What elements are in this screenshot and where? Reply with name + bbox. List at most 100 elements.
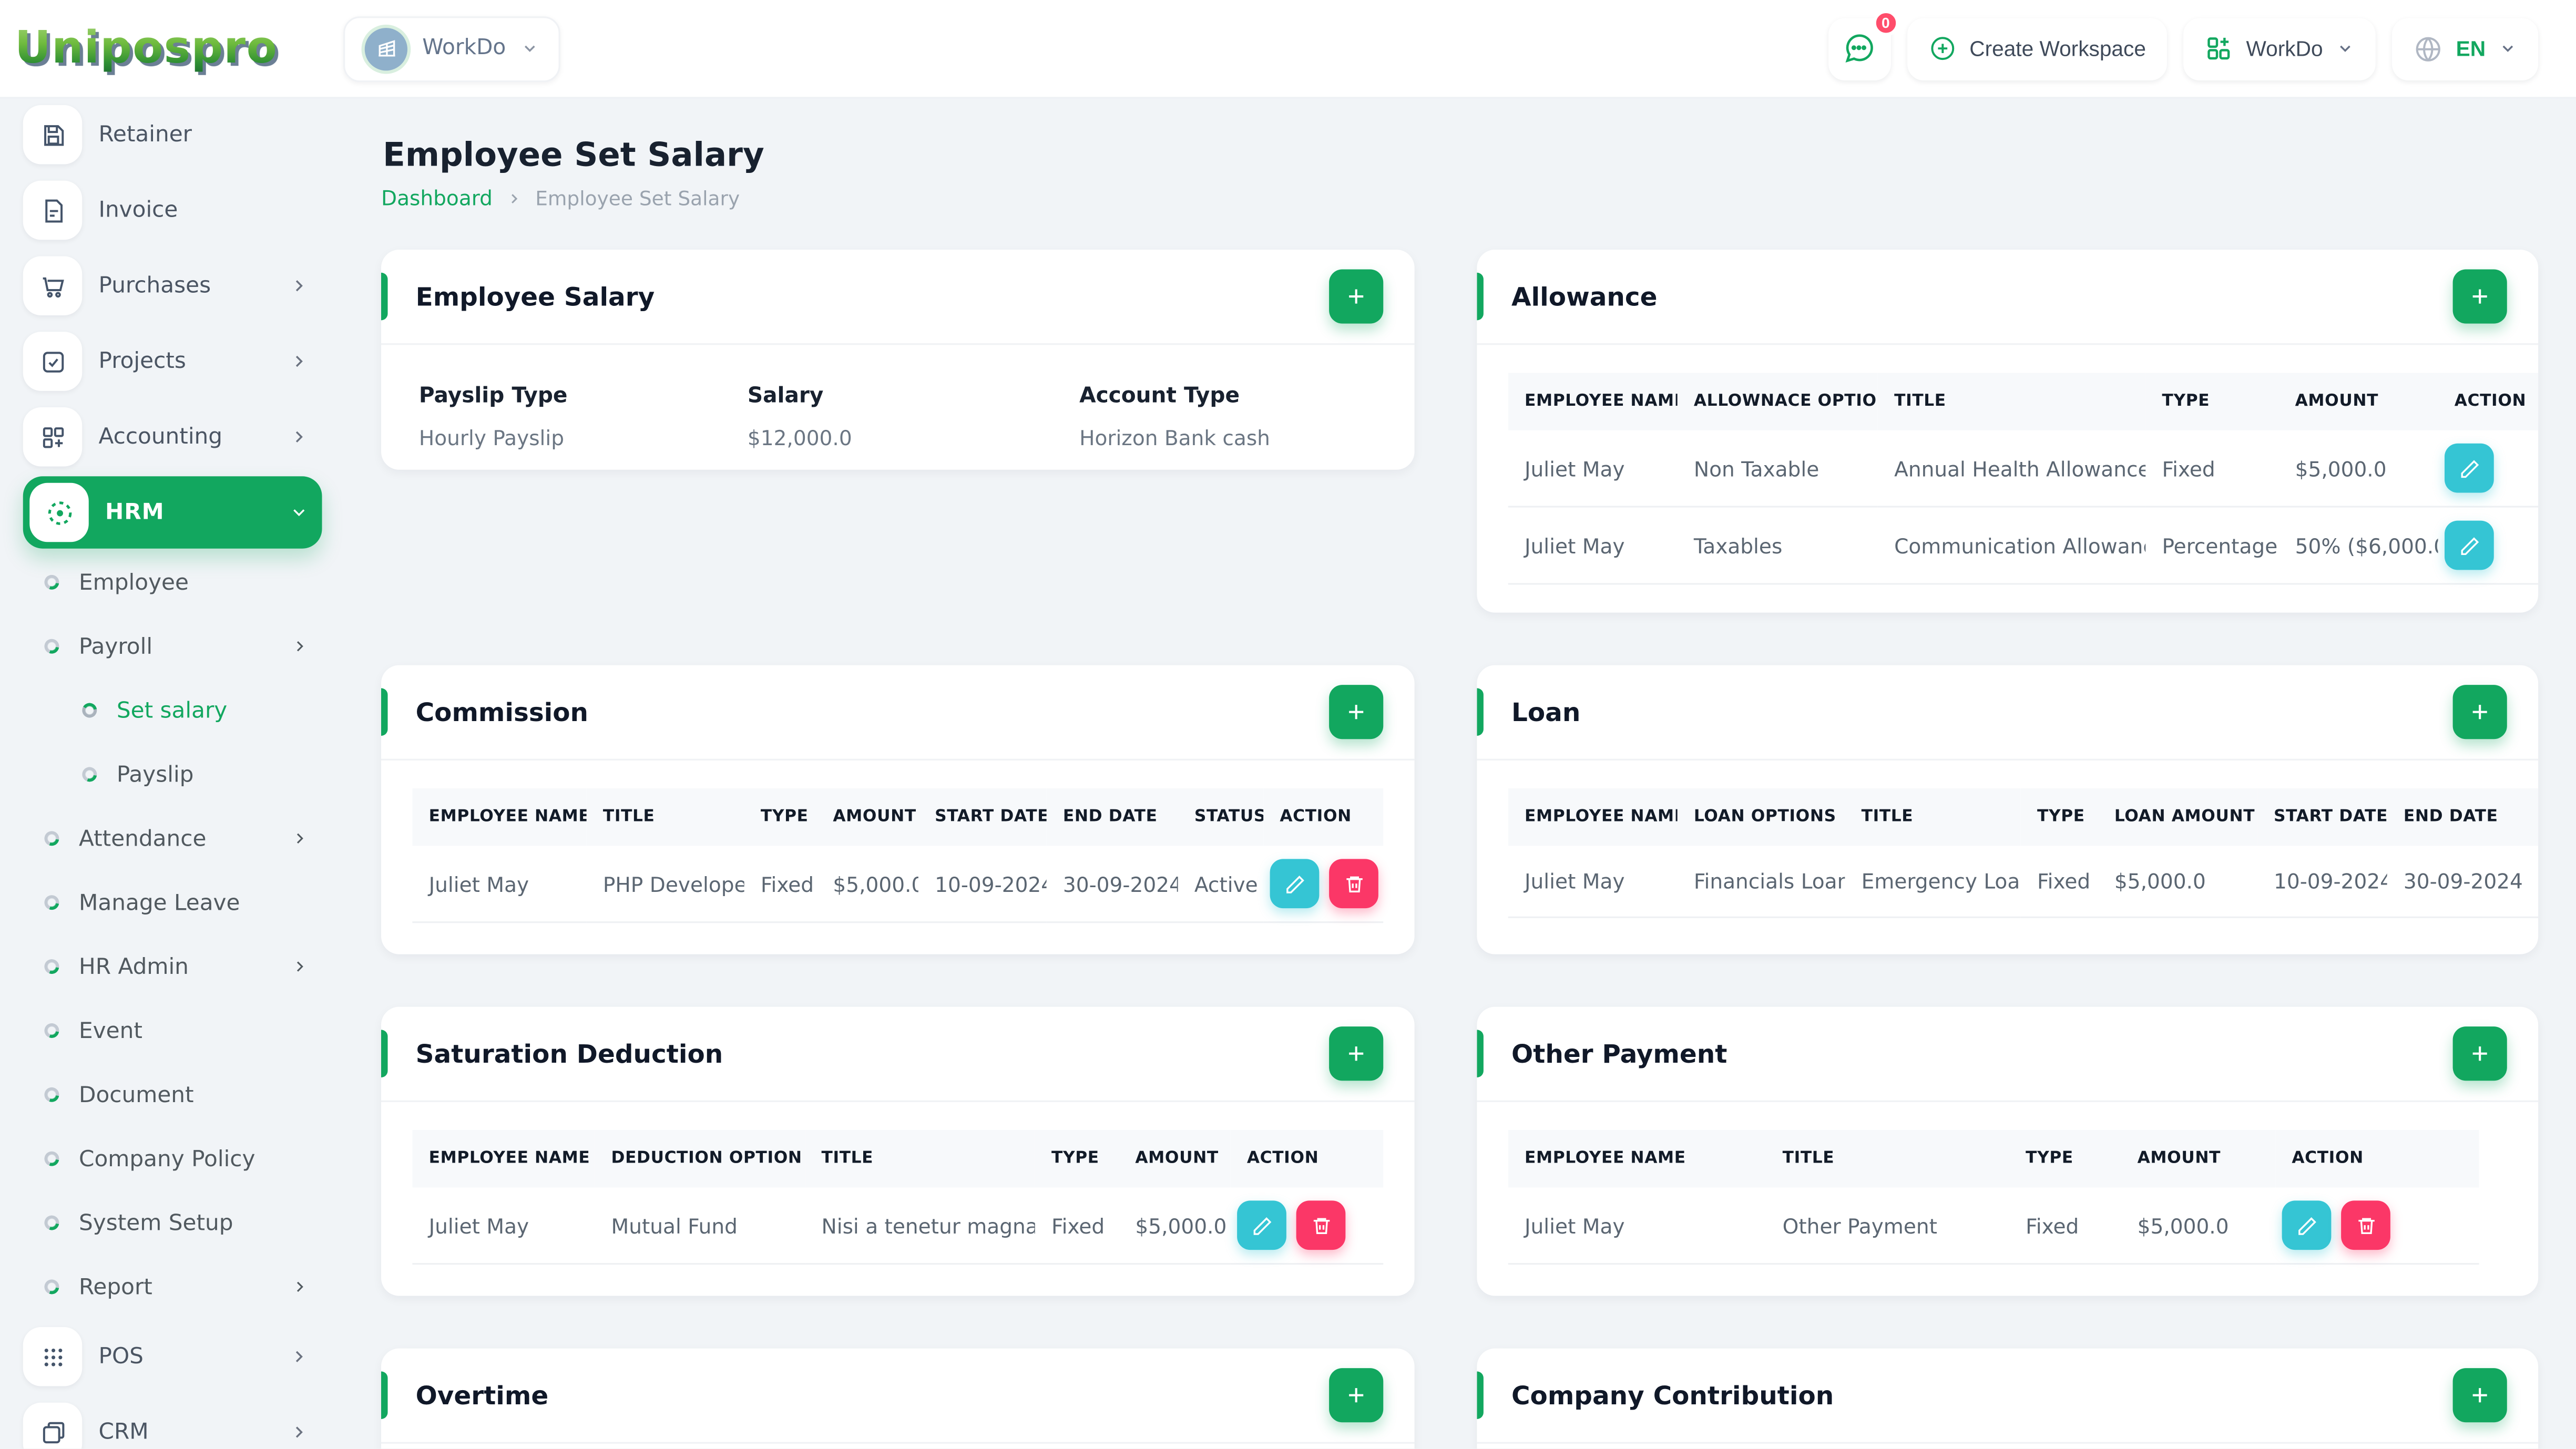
top-bar: Unipospro WorkDo 0 xyxy=(0,0,2576,99)
sidebar-item-set-salary[interactable]: Set salary xyxy=(23,679,322,743)
grid-plus-icon xyxy=(23,407,83,467)
bullet-ring-icon xyxy=(43,1278,60,1296)
sidebar-item-crm[interactable]: CRM xyxy=(23,1394,322,1449)
delete-button[interactable] xyxy=(1296,1200,1346,1250)
column-header: Employee Name xyxy=(412,1130,595,1188)
sidebar-item-system-setup[interactable]: System Setup xyxy=(23,1191,322,1255)
workspace-selector[interactable]: WorkDo xyxy=(343,15,560,81)
sidebar-item-employee[interactable]: Employee xyxy=(23,550,322,614)
sidebar-item-report[interactable]: Report xyxy=(23,1255,322,1319)
pencil-icon xyxy=(1251,1215,1273,1236)
edit-button[interactable] xyxy=(2445,443,2494,493)
bullet-ring-icon xyxy=(81,766,98,783)
plus-icon xyxy=(1345,701,1367,723)
column-header: Status xyxy=(1178,788,1264,846)
edit-button[interactable] xyxy=(2282,1200,2332,1250)
sidebar-item-label: Retainer xyxy=(98,121,192,148)
add-employee-salary-button[interactable] xyxy=(1329,269,1384,324)
sidebar-item-attendance[interactable]: Attendance xyxy=(23,806,322,870)
column-header: Type xyxy=(2145,373,2279,430)
cell-type: Fixed xyxy=(2020,846,2098,918)
card-title: Allowance xyxy=(1511,281,1658,312)
loan-table: Employee Name Loan Options Title Type Lo… xyxy=(1508,788,2539,918)
sidebar-item-document[interactable]: Document xyxy=(23,1063,322,1127)
cell-title: Other Payment xyxy=(1766,1187,2009,1265)
breadcrumb-current: Employee Set Salary xyxy=(535,186,740,210)
chevron-right-icon xyxy=(506,190,522,206)
card-header: Company Contribution xyxy=(1477,1349,2539,1444)
sidebar-item-purchases[interactable]: Purchases xyxy=(23,248,322,324)
sidebar-item-invoice[interactable]: Invoice xyxy=(23,172,322,248)
card-title: Commission xyxy=(415,697,589,727)
edit-button[interactable] xyxy=(2445,520,2494,570)
sidebar-item-label: POS xyxy=(98,1343,144,1370)
sidebar-item-pos[interactable]: POS xyxy=(23,1319,322,1394)
pencil-icon xyxy=(2296,1215,2317,1236)
card-title: Saturation Deduction xyxy=(415,1039,723,1068)
edit-button[interactable] xyxy=(1270,859,1320,909)
brand-logo: Unipospro xyxy=(15,23,278,74)
bullet-ring-icon xyxy=(43,1214,60,1231)
create-workspace-label: Create Workspace xyxy=(1969,36,2146,61)
add-saturation-deduction-button[interactable] xyxy=(1329,1026,1384,1081)
sidebar-item-hrm[interactable]: HRM xyxy=(23,476,322,549)
cell-type: Fixed xyxy=(1035,1187,1119,1265)
table-header-row: Employee Name Title Type Amount Action xyxy=(1508,1130,2479,1188)
column-header: Title xyxy=(1877,373,2146,430)
add-loan-button[interactable] xyxy=(2452,685,2507,739)
saturation-deduction-card: Saturation Deduction Employee Name Deduc… xyxy=(381,1006,1415,1296)
field-value: Hourly Payslip xyxy=(418,425,565,450)
column-header: Employee Name xyxy=(1508,788,1678,846)
sidebar-item-event[interactable]: Event xyxy=(23,999,322,1063)
delete-button[interactable] xyxy=(2341,1200,2390,1250)
column-header: Amount xyxy=(2121,1130,2276,1188)
breadcrumb-dashboard-link[interactable]: Dashboard xyxy=(381,186,493,210)
add-commission-button[interactable] xyxy=(1329,685,1384,739)
bullet-ring-icon xyxy=(43,573,60,591)
workdo-menu-button[interactable]: WorkDo xyxy=(2183,17,2376,80)
table-row: Juliet May Other Payment Fixed $5,000.0 xyxy=(1508,1187,2479,1265)
sidebar-item-manage-leave[interactable]: Manage Leave xyxy=(23,870,322,934)
card-header: Commission xyxy=(381,665,1415,761)
sidebar-item-accounting[interactable]: Accounting xyxy=(23,399,322,475)
chat-icon xyxy=(1842,31,1877,66)
globe-icon xyxy=(2413,34,2442,63)
cell-loan-option: Financials Loan xyxy=(1677,846,1845,918)
add-company-contribution-button[interactable] xyxy=(2452,1368,2507,1423)
cell-deduction-option: Mutual Fund xyxy=(595,1187,805,1265)
sidebar-item-payroll[interactable]: Payroll xyxy=(23,614,322,679)
sidebar-item-projects[interactable]: Projects xyxy=(23,324,322,399)
cell-title: PHP Developer xyxy=(586,846,744,923)
edit-button[interactable] xyxy=(1237,1200,1286,1250)
card-accent-bar xyxy=(381,688,388,736)
check-square-icon xyxy=(23,332,83,391)
cell-employee-name: Juliet May xyxy=(412,1187,595,1265)
add-overtime-button[interactable] xyxy=(1329,1368,1384,1423)
cell-allowance-option: Non Taxable xyxy=(1677,430,1878,508)
add-allowance-button[interactable] xyxy=(2452,269,2507,324)
delete-button[interactable] xyxy=(1329,859,1378,909)
plus-circle-icon xyxy=(1928,35,1956,63)
column-header: Start Date xyxy=(2257,788,2387,846)
column-header: Title xyxy=(805,1130,1035,1188)
sidebar-item-label: System Setup xyxy=(79,1209,233,1236)
page-title: Employee Set Salary xyxy=(383,135,764,174)
plus-icon xyxy=(1345,286,1367,307)
pencil-icon xyxy=(2459,457,2480,479)
create-workspace-button[interactable]: Create Workspace xyxy=(1907,17,2168,80)
language-selector[interactable]: EN xyxy=(2391,17,2539,80)
add-other-payment-button[interactable] xyxy=(2452,1026,2507,1081)
floppy-disk-icon xyxy=(23,105,83,165)
sidebar-item-hr-admin[interactable]: HR Admin xyxy=(23,934,322,999)
sidebar-item-retainer[interactable]: Retainer xyxy=(23,97,322,172)
cell-title: Emergency Loan xyxy=(1845,846,2021,918)
sidebar-item-payslip[interactable]: Payslip xyxy=(23,743,322,807)
workdo-menu-label: WorkDo xyxy=(2246,36,2323,61)
column-header: Amount xyxy=(816,788,918,846)
column-header: Employee Name xyxy=(1508,373,1678,430)
column-header: Action xyxy=(2275,1130,2479,1188)
other-payment-table: Employee Name Title Type Amount Action J… xyxy=(1508,1130,2479,1265)
cell-employee-name: Juliet May xyxy=(412,846,587,923)
messenger-button[interactable]: 0 xyxy=(1828,9,1899,80)
sidebar-item-company-policy[interactable]: Company Policy xyxy=(23,1127,322,1191)
